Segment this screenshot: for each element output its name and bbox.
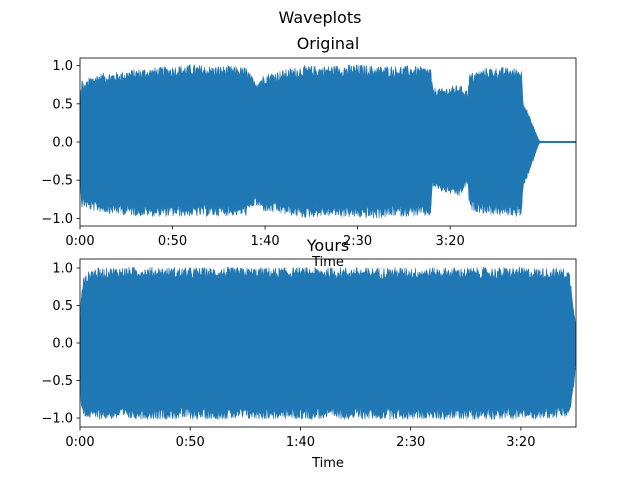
original-ytick-label: 1.0 — [52, 59, 73, 74]
original-xtick-label: 1:40 — [250, 234, 279, 249]
yours-xtick-label: 1:40 — [286, 435, 315, 450]
original-xtick-label: 2:30 — [343, 234, 372, 249]
yours-ytick-label: −0.5 — [41, 374, 73, 389]
original-ytick-label: −1.0 — [41, 212, 73, 227]
yours-ytick-label: 0.0 — [52, 337, 73, 352]
original-xlabel: Time — [311, 255, 344, 270]
yours-ytick-label: 1.0 — [52, 262, 73, 277]
original-axes-group: 0:00 0:50 1:40 2:30 3:20 −1.0 −0.5 0.0 0.5 1.0 Tim… — [41, 34, 577, 270]
yours-xtick-label: 2:30 — [396, 435, 425, 450]
yours-waveform — [80, 266, 576, 421]
original-ytick-label: 0.0 — [52, 136, 73, 151]
original-waveform — [80, 63, 576, 219]
yours-ytick-label: 0.5 — [52, 299, 73, 314]
original-xtick-label: 3:20 — [436, 234, 465, 249]
original-title: Original — [297, 34, 360, 53]
original-xtick-label: 0:50 — [158, 234, 187, 249]
figure-suptitle: Waveplots — [279, 8, 362, 27]
original-ytick-label: 0.5 — [52, 97, 73, 112]
yours-xtick-label: 0:00 — [65, 435, 94, 450]
yours-ytick-label: −1.0 — [41, 412, 73, 427]
yours-xtick-label: 0:50 — [176, 435, 205, 450]
original-ytick-label: −0.5 — [41, 174, 73, 189]
yours-title: Yours — [306, 236, 350, 255]
yours-axes-group: 0:00 0:50 1:40 2:30 3:20 −1.0 −0.5 0.0 0.5 1.0 Tim… — [41, 236, 577, 471]
original-xtick-label: 0:00 — [65, 234, 94, 249]
yours-xlabel: Time — [311, 456, 344, 471]
yours-xtick-label: 3:20 — [506, 435, 535, 450]
